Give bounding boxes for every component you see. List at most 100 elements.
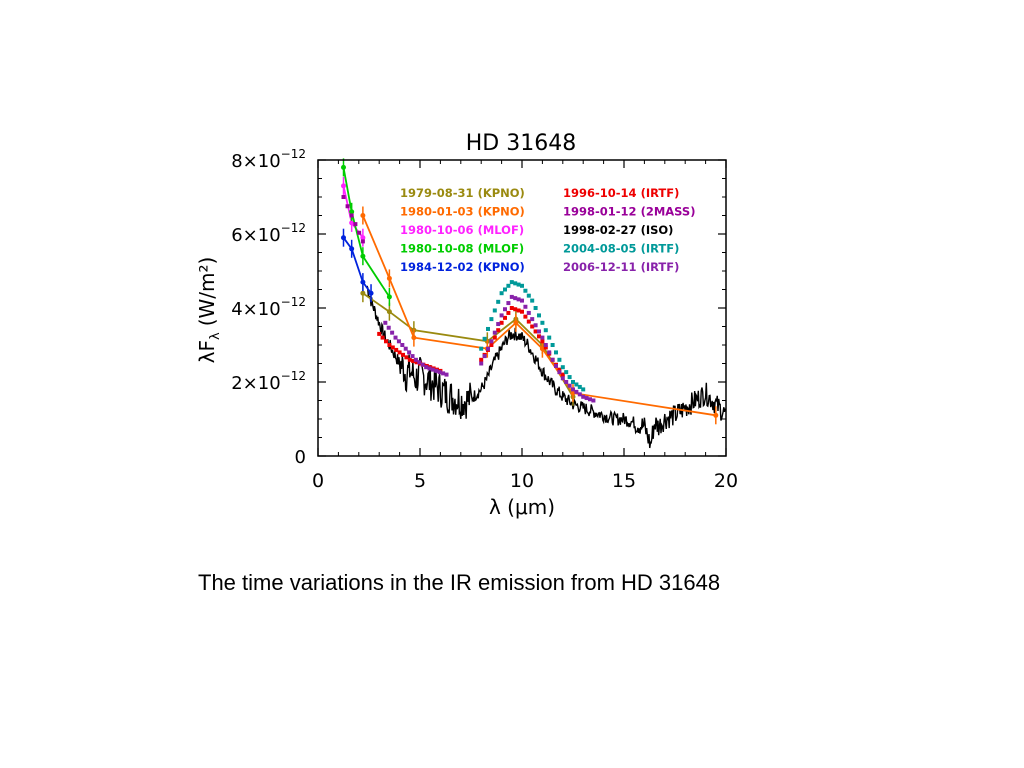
data-point xyxy=(496,328,501,333)
data-point xyxy=(520,283,524,288)
data-point xyxy=(357,230,362,235)
data-point xyxy=(396,339,401,344)
plot-frame xyxy=(317,159,727,457)
data-point xyxy=(577,392,582,397)
legend-entry: 1998-02-27 (ISO) xyxy=(563,223,673,237)
data-point xyxy=(530,317,535,322)
y-tick-label: 0 xyxy=(295,447,306,468)
data-point xyxy=(489,317,494,322)
data-point xyxy=(574,389,579,394)
data-point xyxy=(496,299,501,304)
data-point xyxy=(567,375,572,380)
series-line xyxy=(366,285,726,449)
legend: 1979-08-31 (KPNO) 1980-01-03 (KPNO) 1980-1… xyxy=(400,186,695,274)
data-point xyxy=(492,330,497,335)
data-point xyxy=(397,350,402,355)
data-point xyxy=(513,307,518,312)
x-tick-label: 5 xyxy=(414,470,426,492)
data-point xyxy=(479,346,484,351)
data-point xyxy=(581,387,586,392)
data-point xyxy=(403,346,408,351)
y-tick-label: 8×10−12 xyxy=(231,147,306,172)
data-point xyxy=(482,354,487,359)
data-point xyxy=(407,350,412,355)
data-point xyxy=(567,383,572,388)
data-point xyxy=(400,343,405,347)
data-point xyxy=(377,331,382,336)
y-axis-title-main: λF xyxy=(195,340,219,363)
data-point xyxy=(523,288,528,293)
data-point xyxy=(540,320,545,325)
data-point xyxy=(581,394,586,399)
data-point xyxy=(479,357,484,362)
data-point xyxy=(384,339,388,344)
series-line xyxy=(342,237,372,294)
legend-entry: 1980-10-08 (MLOF) xyxy=(400,242,524,256)
data-point xyxy=(499,313,504,318)
legend-entry: 1980-01-03 (KPNO) xyxy=(400,205,525,219)
y-tick-label: 4×10−12 xyxy=(231,295,306,320)
axes-ticks: 0 5 10 15 20 0 2×10−12 4×10−12 6×10−12 8×10−12 xyxy=(231,147,738,492)
data-point xyxy=(407,357,412,362)
data-point xyxy=(516,308,521,313)
data-point xyxy=(499,320,504,325)
data-point xyxy=(386,325,391,330)
data-point xyxy=(547,350,552,355)
data-point xyxy=(503,287,507,292)
data-point xyxy=(503,307,507,312)
data-point xyxy=(341,195,346,199)
data-point xyxy=(557,367,562,372)
data-point xyxy=(492,335,497,340)
data-point xyxy=(537,329,541,334)
data-point xyxy=(533,323,538,328)
data-point xyxy=(401,352,405,357)
data-point xyxy=(492,308,497,313)
series-1998-02-27-iso xyxy=(366,285,726,449)
x-tick-label: 10 xyxy=(510,470,534,492)
legend-entry: 1980-10-06 (MLOF) xyxy=(400,223,524,237)
data-point xyxy=(387,343,392,347)
data-point xyxy=(554,363,558,368)
data-point xyxy=(506,283,511,288)
data-point xyxy=(564,380,569,384)
y-axis-title-sub: λ xyxy=(208,332,223,340)
data-point xyxy=(574,382,579,387)
data-point xyxy=(557,370,562,375)
data-point xyxy=(410,354,415,359)
data-point xyxy=(537,334,541,339)
data-point xyxy=(503,315,507,320)
legend-entry: 2006-12-11 (IRTF) xyxy=(563,260,679,274)
data-point xyxy=(486,326,490,331)
data-point xyxy=(506,310,511,315)
data-point xyxy=(523,314,528,319)
x-tick-label: 20 xyxy=(714,470,738,492)
data-point xyxy=(533,306,538,310)
data-point xyxy=(530,324,535,329)
data-point xyxy=(571,387,575,392)
data-point xyxy=(571,380,575,384)
data-point xyxy=(489,343,494,347)
data-point xyxy=(520,298,524,303)
data-point xyxy=(499,291,504,296)
data-point xyxy=(554,350,558,355)
svg-text:λFλ(W/m²): λFλ (W/m²) xyxy=(195,257,223,364)
data-point xyxy=(547,335,552,340)
data-point xyxy=(513,296,518,301)
x-axis-title: λ (μm) xyxy=(489,495,555,519)
data-point xyxy=(411,359,416,364)
data-point xyxy=(479,361,484,366)
data-point xyxy=(349,213,354,218)
legend-entry: 1984-12-02 (KPNO) xyxy=(400,260,525,274)
data-point xyxy=(526,319,531,324)
data-point xyxy=(489,339,494,344)
data-point xyxy=(424,365,429,370)
data-point xyxy=(353,222,358,227)
data-point xyxy=(360,239,365,244)
series-2004-08-05-irtf xyxy=(479,280,586,392)
data-point xyxy=(584,396,589,401)
data-point xyxy=(526,293,531,298)
data-point xyxy=(414,360,419,365)
data-point xyxy=(437,370,442,375)
data-point xyxy=(394,347,399,352)
data-point xyxy=(550,357,555,362)
